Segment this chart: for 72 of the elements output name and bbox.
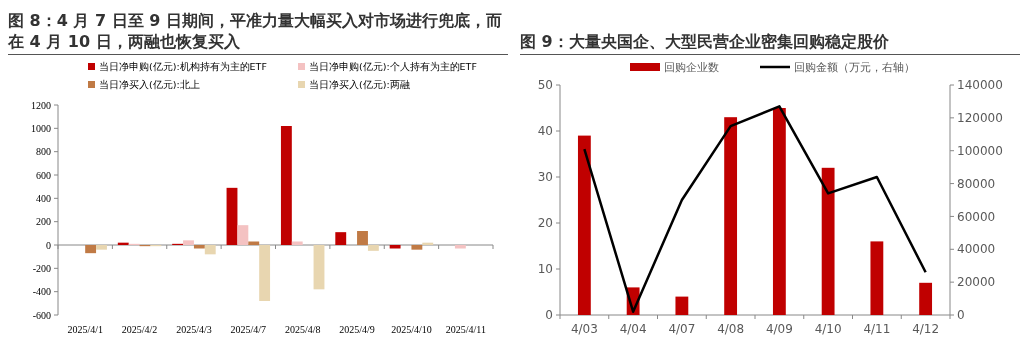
y-tick-label: 200 [36, 216, 51, 228]
bar [454, 245, 466, 249]
x-tick-label: 4/12 [912, 322, 940, 336]
x-tick-label: 2025/4/8 [284, 324, 321, 335]
bar [919, 282, 933, 315]
chart-title: 图 9：大量央国企、大型民营企业密集回购稳定股价 [520, 8, 1020, 55]
line-series [583, 105, 927, 313]
bar [204, 245, 216, 255]
x-tick-label: 4/10 [814, 322, 842, 336]
x-tick-label: 2025/4/10 [391, 324, 432, 335]
y-tick-label: -200 [32, 262, 51, 274]
bar [724, 117, 738, 315]
y-tick-label: -600 [32, 309, 51, 321]
legend-label: 回购企业数 [664, 60, 719, 74]
bar [821, 167, 835, 315]
x-tick-label: 2025/4/2 [121, 324, 158, 335]
legend-label: 当日净买入(亿元):两融 [309, 79, 410, 91]
bar [96, 245, 107, 250]
y2-tick-label: 100000 [957, 143, 1003, 158]
x-tick-label: 4/04 [619, 322, 647, 336]
bar [367, 245, 379, 251]
y2-tick-label: 120000 [957, 111, 1003, 126]
x-tick-label: 4/08 [717, 322, 745, 336]
y-tick-label: 30 [537, 170, 553, 185]
y2-tick-label: 20000 [957, 275, 996, 290]
y-tick-label: 1200 [31, 99, 51, 111]
bar [313, 245, 325, 290]
y-tick-label: 1000 [31, 122, 51, 134]
y-tick-label: 10 [537, 262, 553, 277]
y-tick-label: 800 [36, 146, 51, 158]
x-tick-label: 2025/4/9 [339, 324, 375, 335]
bar [389, 245, 401, 249]
y-tick-label: 50 [537, 78, 553, 93]
bar [183, 240, 194, 245]
chart-title: 图 8：4 月 7 日至 9 日期间，平准力量大幅买入对市场进行兜底，而在 4 月 10 日，两融也恢复买入 [8, 8, 508, 55]
y2-tick-label: 80000 [957, 176, 996, 191]
legend-label: 当日净申购(亿元):机构持有为主的ETF [99, 61, 267, 73]
x-tick-label: 4/03 [570, 322, 598, 336]
bar [357, 231, 368, 245]
bar [870, 241, 884, 315]
bar [259, 245, 271, 301]
bar [226, 187, 238, 245]
bar [85, 245, 97, 254]
y-tick-label: 400 [36, 192, 51, 204]
y-tick-label: 600 [36, 169, 51, 181]
bar [411, 245, 423, 250]
legend-label: 回购金额（万元，右轴） [794, 60, 915, 74]
y2-tick-label: 0 [957, 308, 965, 323]
y-tick-label: 0 [545, 308, 553, 323]
x-tick-label: 4/07 [668, 322, 696, 336]
bar [237, 225, 249, 245]
x-tick-label: 2025/4/3 [176, 324, 212, 335]
x-tick-label: 4/11 [863, 322, 891, 336]
y2-tick-label: 40000 [957, 242, 996, 257]
x-tick-label: 2025/4/11 [445, 324, 486, 335]
bar [675, 296, 689, 315]
x-tick-label: 4/09 [765, 322, 793, 336]
bar [280, 126, 292, 245]
bar [577, 135, 591, 315]
y-tick-label: 0 [46, 239, 51, 251]
bar [772, 108, 786, 315]
legend-label: 当日净买入(亿元):北上 [99, 79, 200, 91]
y2-tick-label: 60000 [957, 209, 996, 224]
y-tick-label: -400 [32, 286, 51, 298]
x-tick-label: 2025/4/1 [67, 324, 103, 335]
y-tick-label: 20 [537, 216, 553, 231]
bar [335, 232, 347, 245]
bar [193, 245, 205, 249]
x-tick-label: 2025/4/7 [230, 324, 267, 335]
legend-label: 当日净申购(亿元):个人持有为主的ETF [309, 61, 477, 73]
y2-tick-label: 140000 [957, 78, 1003, 93]
y-tick-label: 40 [537, 124, 553, 139]
